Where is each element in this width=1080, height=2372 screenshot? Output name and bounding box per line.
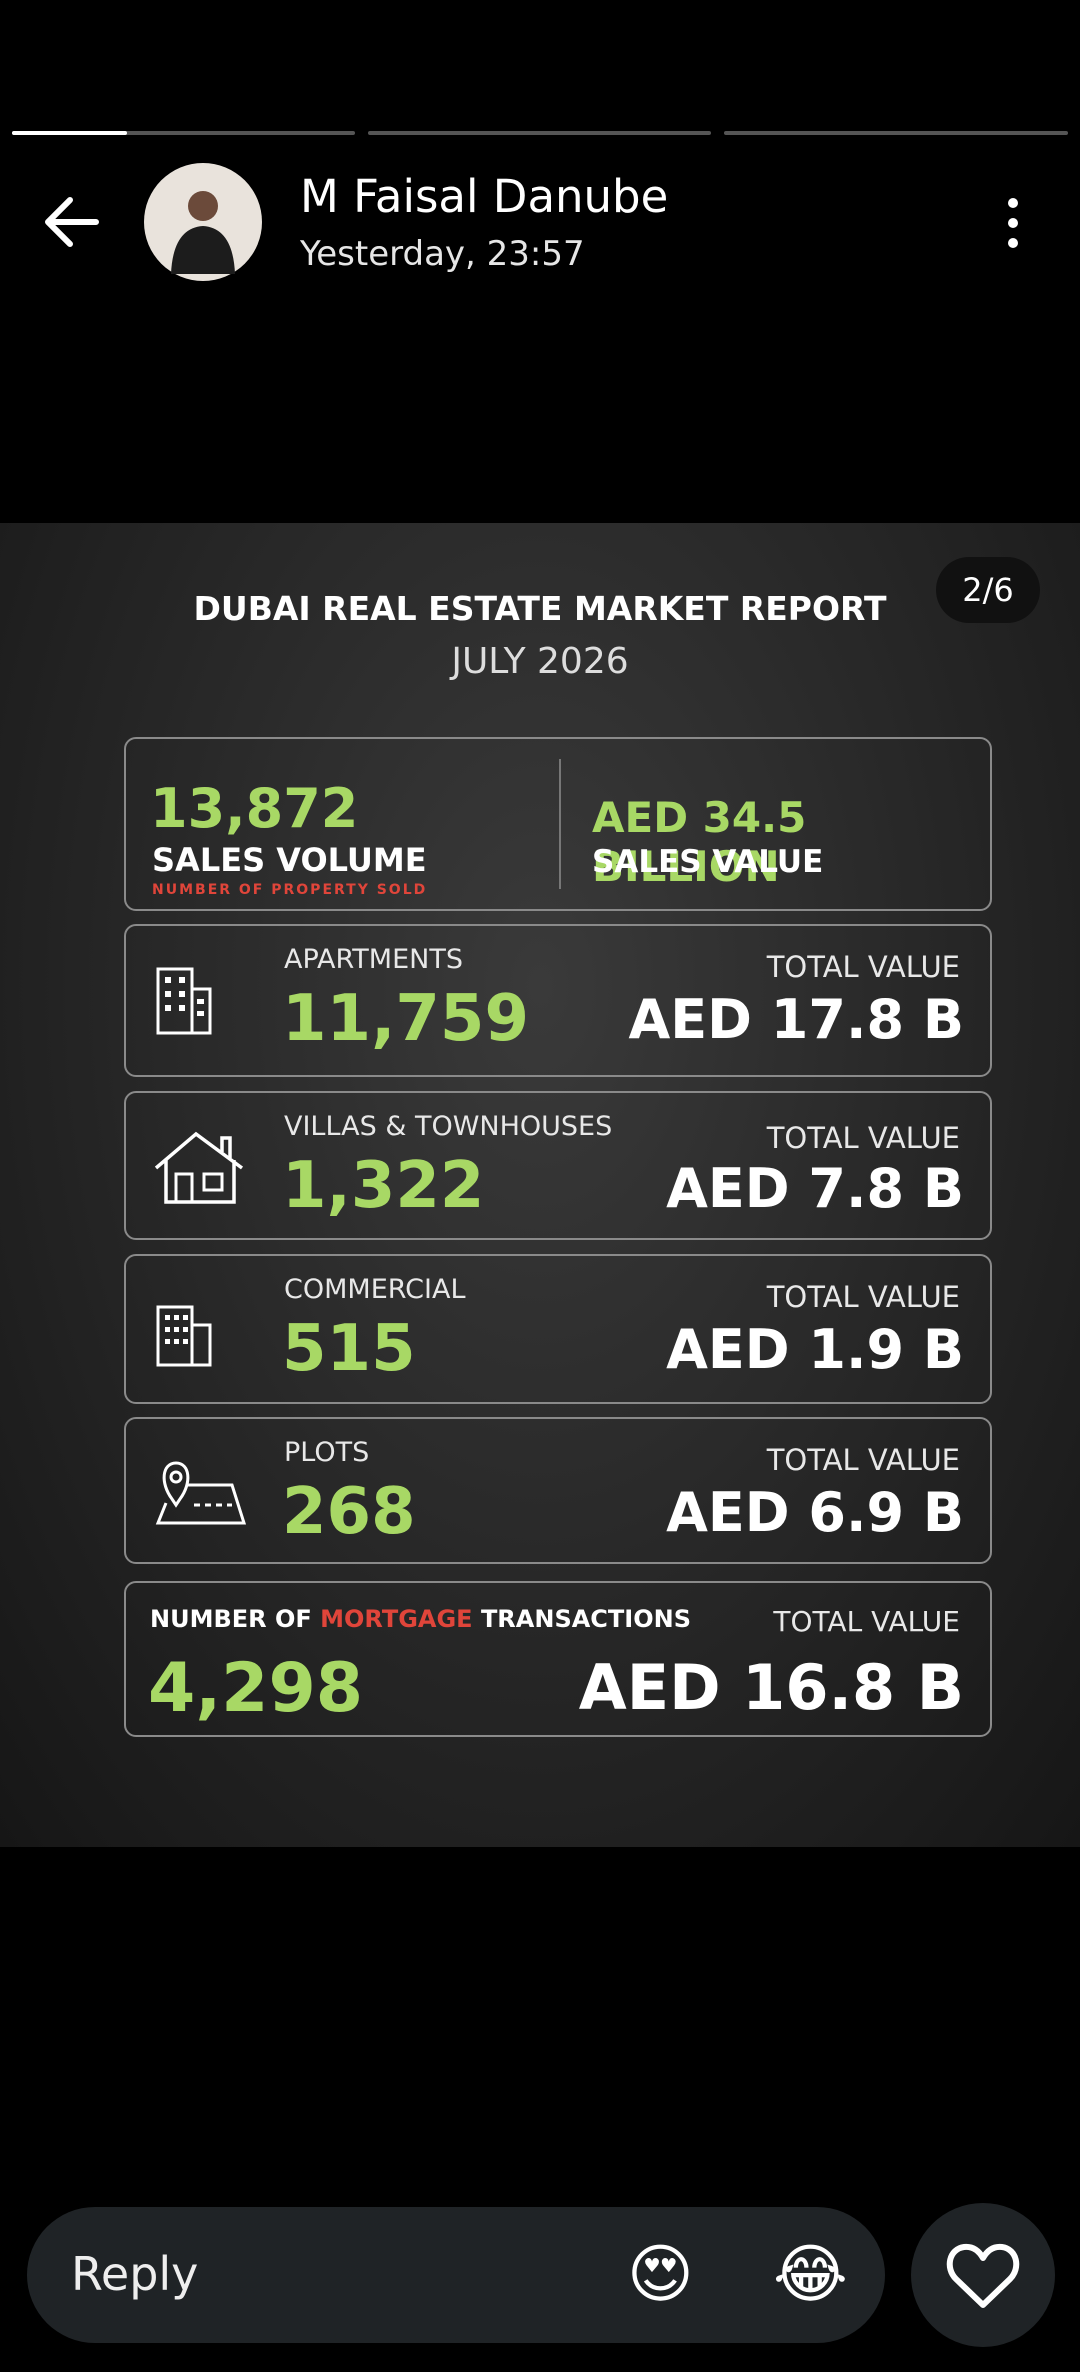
- heart-icon: [946, 2243, 1020, 2308]
- total-value-label: TOTAL VALUE: [766, 950, 960, 984]
- category-row: COMMERCIAL 515 TOTAL VALUE AED 1.9 B: [124, 1254, 992, 1404]
- report-subtitle: JULY 2026: [451, 641, 629, 682]
- mortgage-label-highlight: MORTGAGE: [320, 1605, 473, 1633]
- mortgage-label-end: TRANSACTIONS: [480, 1605, 691, 1633]
- mortgage-box: NUMBER OF MORTGAGE TRANSACTIONS 4,298 TO…: [124, 1581, 992, 1737]
- category-icon: [152, 1291, 248, 1375]
- total-value: AED 17.8 B: [628, 988, 965, 1051]
- report-title: DUBAI REAL ESTATE MARKET REPORT: [193, 589, 887, 628]
- progress-bar: [12, 131, 355, 135]
- category-count: 515: [282, 1312, 416, 1386]
- divider: [559, 759, 561, 889]
- back-button[interactable]: [40, 192, 102, 252]
- page-indicator: 2/6: [936, 557, 1040, 623]
- category-icon: [152, 1453, 248, 1537]
- report-image: 2/6 DUBAI REAL ESTATE MARKET REPORT JULY…: [0, 523, 1080, 1847]
- icon: [156, 1305, 212, 1367]
- category-label: COMMERCIAL: [284, 1274, 466, 1305]
- contact-name: M Faisal Danube: [300, 170, 669, 223]
- category-row: PLOTS 268 TOTAL VALUE AED 6.9 B: [124, 1417, 992, 1564]
- avatar[interactable]: [143, 162, 263, 282]
- mortgage-label: NUMBER OF MORTGAGE TRANSACTIONS: [150, 1605, 691, 1633]
- reply-placeholder[interactable]: Reply: [71, 2247, 199, 2301]
- total-value: AED 1.9 B: [666, 1318, 964, 1381]
- progress-bar: [368, 131, 711, 135]
- emoji-button[interactable]: 😍: [627, 2238, 694, 2312]
- icon: [156, 967, 212, 1034]
- mortgage-count: 4,298: [148, 1649, 364, 1728]
- category-row: APARTMENTS 11,759 TOTAL VALUE AED 17.8 B: [124, 924, 992, 1077]
- category-label: PLOTS: [284, 1437, 370, 1468]
- total-value-label: TOTAL VALUE: [766, 1443, 960, 1477]
- sales-value-label: SALES VALUE: [592, 844, 824, 880]
- status-time: Yesterday, 23:57: [300, 234, 585, 274]
- sales-volume-note: NUMBER OF PROPERTY SOLD: [152, 882, 428, 898]
- menu-button[interactable]: [1000, 195, 1026, 251]
- category-label: APARTMENTS: [284, 944, 463, 975]
- category-count: 11,759: [282, 982, 529, 1056]
- category-count: 1,322: [282, 1149, 485, 1223]
- category-icon: [152, 1128, 248, 1212]
- total-value-label: TOTAL VALUE: [766, 1121, 960, 1155]
- total-value: AED 7.8 B: [666, 1157, 964, 1220]
- icon: [154, 1131, 244, 1204]
- total-value-label: TOTAL VALUE: [766, 1280, 960, 1314]
- mortgage-value-label: TOTAL VALUE: [773, 1605, 960, 1638]
- category-label: VILLAS & TOWNHOUSES: [284, 1111, 613, 1142]
- category-row: VILLAS & TOWNHOUSES 1,322 TOTAL VALUE AED 7…: [124, 1091, 992, 1240]
- sales-volume-label: SALES VOLUME: [152, 841, 427, 879]
- icon: [155, 1460, 247, 1524]
- sales-volume: 13,872: [150, 777, 359, 840]
- like-button[interactable]: [911, 2203, 1055, 2347]
- category-count: 268: [282, 1475, 416, 1549]
- mortgage-value: AED 16.8 B: [578, 1651, 964, 1724]
- total-value: AED 6.9 B: [666, 1481, 964, 1544]
- emoji-button[interactable]: 😂: [773, 2238, 848, 2312]
- reply-bar[interactable]: Reply 😍 😂: [27, 2207, 885, 2343]
- sales-value: AED 34.5 BILLION: [592, 793, 807, 891]
- progress-bar: [724, 131, 1068, 135]
- summary-box: 13,872 SALES VOLUME NUMBER OF PROPERTY S…: [124, 737, 992, 911]
- mortgage-label-start: NUMBER OF: [150, 1605, 312, 1633]
- category-icon: [152, 963, 248, 1047]
